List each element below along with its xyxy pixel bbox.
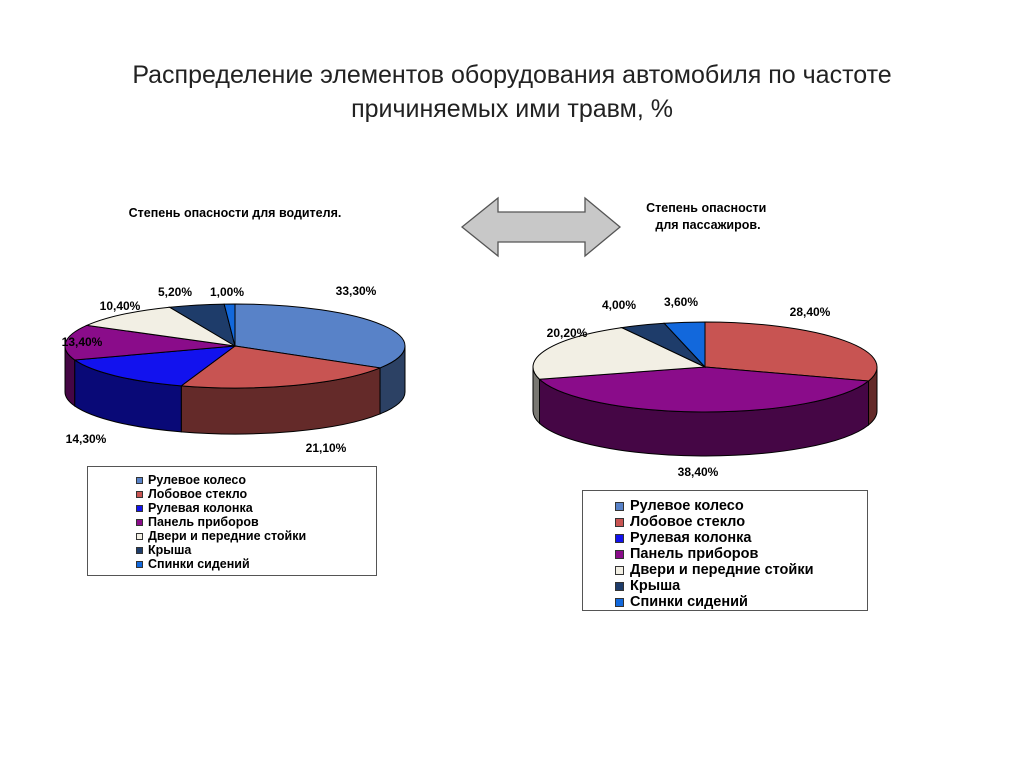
legend-swatch: [615, 565, 624, 575]
pie-chart-driver: 33,30% 21,10% 14,30% 13,40% 10,40% 5,20% 1,00%: [62, 284, 406, 455]
chart-title-driver: Степень опасности для водителя.: [129, 206, 342, 220]
legend-label: Двери и передние стойки: [630, 562, 814, 578]
double-arrow-icon: [460, 196, 622, 258]
slide-title: Распределение элементов оборудования авт…: [62, 58, 962, 126]
legend-label: Рулевая колонка: [148, 501, 253, 515]
legend-label: Лобовое стекло: [630, 514, 746, 530]
data-label-3: 14,30%: [66, 432, 107, 446]
data-label-2: 21,10%: [306, 441, 347, 455]
legend-swatch: [136, 560, 143, 568]
legend-label: Двери и передние стойки: [148, 529, 307, 543]
legend-item: Спинки сидений: [136, 557, 376, 571]
legend-label: Крыша: [630, 578, 681, 594]
pie-slice-7: [663, 321, 706, 369]
legend-item: Лобовое стекло: [136, 487, 376, 501]
legend-item: Панель приборов: [136, 515, 376, 529]
legend-swatch: [615, 533, 624, 543]
pie-side-walls: [64, 345, 406, 435]
legend-swatch: [136, 476, 143, 484]
legend-item: Лобовое стекло: [615, 514, 867, 530]
pie-slice-5: [532, 327, 707, 380]
legend-item: Двери и передние стойки: [615, 562, 867, 578]
legend-swatch: [615, 597, 624, 607]
data-label-5: 20,20%: [547, 326, 588, 340]
legend-label: Панель приборов: [630, 546, 759, 562]
legend-swatch: [615, 517, 624, 527]
pie-slice-3: [73, 345, 237, 387]
legend-label: Рулевое колесо: [148, 473, 246, 487]
pie-slice-2: [179, 345, 382, 389]
legend-swatch: [136, 518, 143, 526]
data-label-6: 4,00%: [602, 298, 636, 312]
legend-item: Крыша: [136, 543, 376, 557]
legend-label: Рулевое колесо: [630, 498, 744, 514]
legend-item: Спинки сидений: [615, 594, 867, 610]
data-label-5: 10,40%: [100, 299, 141, 313]
pie-slice-4: [538, 366, 870, 413]
legend-driver: Рулевое колесо Лобовое стекло Рулевая коло…: [87, 466, 377, 576]
data-label-4: 38,40%: [678, 465, 719, 479]
legend-label: Рулевая колонка: [630, 530, 752, 546]
legend-label: Лобовое стекло: [148, 487, 248, 501]
data-label-2: 28,40%: [790, 305, 831, 319]
data-label-7: 3,60%: [664, 295, 698, 309]
legend-passengers: Рулевое колесо Лобовое стекло Рулевая коло…: [582, 490, 868, 611]
legend-item: Крыша: [615, 578, 867, 594]
slide-title-line-2: причиняемых ими травм, %: [351, 95, 673, 123]
legend-label: Спинки сидений: [630, 594, 748, 610]
chart-title-passengers: Степень опасности для пассажиров.: [646, 201, 770, 232]
data-label-6: 5,20%: [158, 285, 192, 299]
data-label-7: 1,00%: [210, 285, 244, 299]
legend-item: Рулевая колонка: [136, 501, 376, 515]
legend-swatch: [615, 581, 624, 591]
legend-label: Крыша: [148, 543, 192, 557]
legend-item: Двери и передние стойки: [136, 529, 376, 543]
pie-chart-passengers: 28,40% 38,40% 20,20% 4,00% 3,60%: [532, 295, 878, 479]
slide-title-line-1: Распределение элементов оборудования авт…: [132, 61, 892, 89]
legend-item: Рулевая колонка: [615, 530, 867, 546]
pie-slice-7: [223, 303, 236, 347]
pie-slice-5: [85, 306, 236, 347]
legend-label: Спинки сидений: [148, 557, 250, 571]
legend-label: Панель приборов: [148, 515, 259, 529]
legend-swatch: [136, 546, 143, 554]
pie-slice-2: [704, 321, 878, 382]
legend-item: Панель приборов: [615, 546, 867, 562]
legend-swatch: [136, 490, 143, 498]
data-label-1: 33,30%: [336, 284, 377, 298]
legend-swatch: [136, 532, 143, 540]
legend-swatch: [136, 504, 143, 512]
legend-swatch: [615, 549, 624, 559]
data-label-4: 13,40%: [62, 335, 103, 349]
pie-slice-4: [64, 324, 236, 361]
legend-swatch: [615, 501, 624, 511]
legend-item: Рулевое колесо: [136, 473, 376, 487]
legend-item: Рулевое колесо: [615, 498, 867, 514]
